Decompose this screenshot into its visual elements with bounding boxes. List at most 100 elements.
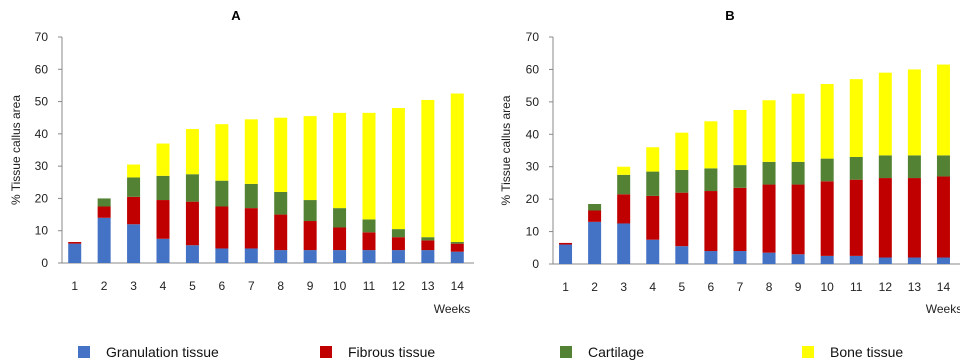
x-tick-label: 11 [363,279,376,293]
bar-segment-fibrous-tissue [936,176,950,258]
bar-segment-fibrous-tissue [878,178,892,258]
bar-segment-fibrous-tissue [362,232,376,251]
x-axis-label: Weeks [926,302,960,316]
bar-segment-bone-tissue [274,117,288,192]
bar-segment-granulation-tissue [68,243,82,263]
bar-segment-bone-tissue [333,112,347,209]
y-tick-label: 20 [526,192,540,206]
legend: Granulation tissue Fibrous tissue Cartilag… [78,344,903,360]
legend-swatch [802,346,814,358]
bar-segment-granulation-tissue [97,217,111,263]
bar-segment-granulation-tissue [450,251,464,263]
bar-segment-cartilage [274,191,288,215]
bar-segment-granulation-tissue [391,250,405,263]
y-tick-label: 20 [35,191,49,205]
bar-segment-bone-tissue [244,119,258,184]
x-tick-label: 4 [649,280,656,294]
bar-segment-fibrous-tissue [156,200,170,239]
bar-segment-bone-tissue [878,72,892,156]
y-tick-label: 30 [526,160,540,174]
bar-segment-fibrous-tissue [185,201,199,246]
bar-segment-fibrous-tissue [244,208,258,249]
bar-segment-bone-tissue [762,100,776,162]
bar-segment-bone-tissue [733,109,747,166]
bar-segment-cartilage [97,198,111,207]
y-axis-label: % Tissue callus area [499,95,513,205]
bar-segment-fibrous-tissue [333,227,347,251]
bar-segment-cartilage [391,229,405,238]
x-tick-label: 3 [620,280,627,294]
bar-segment-cartilage [704,168,718,192]
y-tick-label: 0 [41,256,48,270]
x-tick-label: 14 [937,280,951,294]
bar-segment-granulation-tissue [878,257,892,264]
y-tick-label: 70 [35,30,49,44]
bar-segment-granulation-tissue [849,255,863,264]
bar-segment-fibrous-tissue [733,187,747,252]
bar-segment-granulation-tissue [646,239,660,264]
bar-segment-fibrous-tissue [127,196,141,225]
bar-segment-cartilage [907,155,921,179]
bar-segment-fibrous-tissue [450,243,464,252]
x-tick-label: 2 [591,280,598,294]
bar-segment-fibrous-tissue [68,242,82,244]
bar-segment-fibrous-tissue [762,184,776,253]
bar-segment-cartilage [849,156,863,180]
bar-segment-fibrous-tissue [849,179,863,256]
y-tick-label: 70 [526,30,540,44]
bar-segment-cartilage [675,169,689,193]
bar-segment-cartilage [127,177,141,197]
bar-segment-cartilage [936,155,950,177]
bar-segment-bone-tissue [156,143,170,176]
x-tick-label: 10 [333,279,347,293]
bar-segment-granulation-tissue [675,246,689,264]
bar-segment-fibrous-tissue [617,194,631,224]
bar-segment-cartilage [421,237,435,241]
y-tick-label: 40 [526,127,540,141]
bar-segment-bone-tissue [391,108,405,230]
legend-label: Granulation tissue [106,344,219,360]
bar-segment-granulation-tissue [362,250,376,263]
x-tick-label: 10 [820,280,834,294]
x-tick-label: 5 [678,280,685,294]
x-tick-label: 13 [908,280,922,294]
bar-segment-cartilage [333,208,347,228]
y-tick-label: 40 [35,127,49,141]
bar-segment-granulation-tissue [215,248,229,263]
bar-segment-fibrous-tissue [588,210,602,222]
legend-swatch [78,346,90,358]
bar-segment-cartilage [215,180,229,207]
bar-segment-granulation-tissue [762,252,776,264]
x-tick-label: 12 [879,280,893,294]
y-axis-label: % Tissue callus area [9,95,23,205]
bar-segment-granulation-tissue [907,257,921,264]
x-tick-label: 2 [101,279,108,293]
y-tick-label: 10 [526,225,540,239]
bar-segment-granulation-tissue [274,250,288,263]
bar-segment-granulation-tissue [303,250,317,263]
x-tick-label: 8 [277,279,284,293]
x-tick-label: 7 [248,279,255,293]
bar-segment-cartilage [733,165,747,188]
bar-segment-cartilage [646,171,660,196]
bar-segment-cartilage [588,204,602,211]
x-tick-label: 9 [795,280,802,294]
x-tick-label: 14 [451,279,465,293]
bar-segment-fibrous-tissue [559,242,573,245]
bar-segment-bone-tissue [675,132,689,170]
bar-segment-fibrous-tissue [391,237,405,251]
x-tick-label: 11 [850,280,863,294]
bar-segment-granulation-tissue [333,250,347,263]
bar-segment-granulation-tissue [936,257,950,264]
bar-segment-cartilage [617,174,631,195]
bar-segment-bone-tissue [617,166,631,175]
bar-segment-granulation-tissue [704,251,718,264]
x-tick-label: 6 [219,279,226,293]
bar-segment-cartilage [362,219,376,233]
y-tick-label: 0 [532,257,539,271]
bar-segment-cartilage [820,158,834,182]
bar-segment-fibrous-tissue [791,184,805,255]
x-tick-label: 7 [737,280,744,294]
